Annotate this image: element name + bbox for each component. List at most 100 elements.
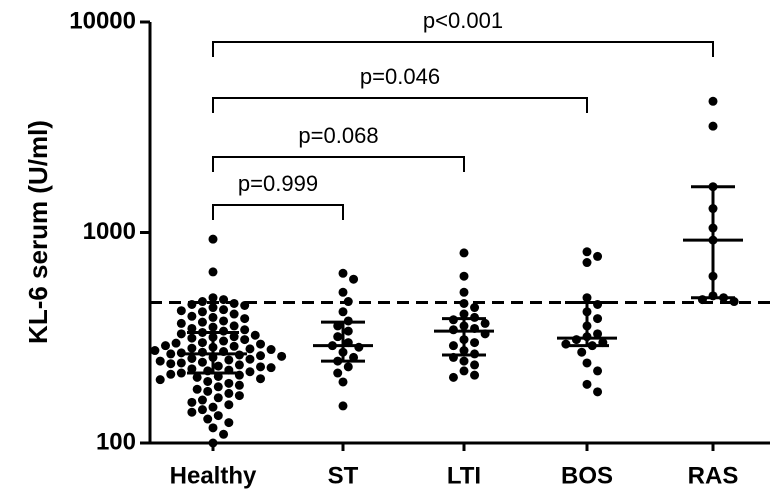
data-point (213, 361, 223, 371)
data-point (338, 401, 348, 411)
bracket (212, 97, 588, 113)
data-point (577, 347, 587, 357)
bracket (212, 204, 344, 220)
data-point (208, 438, 218, 448)
x-tick-label: LTI (447, 462, 481, 489)
data-point (176, 318, 186, 328)
data-point (192, 384, 202, 394)
data-point (166, 359, 176, 369)
data-point (593, 251, 603, 261)
data-point (234, 380, 244, 390)
data-point (219, 295, 229, 305)
data-point (224, 378, 234, 388)
data-point (224, 418, 234, 428)
data-point (470, 338, 480, 348)
data-point (208, 402, 218, 412)
data-point (240, 325, 250, 335)
data-point (582, 293, 592, 303)
data-point (245, 344, 255, 354)
data-point (155, 375, 165, 385)
data-point (187, 343, 197, 353)
data-point (582, 379, 592, 389)
data-point (277, 351, 287, 361)
data-point (349, 274, 359, 284)
data-point (459, 366, 469, 376)
data-point (192, 372, 202, 382)
data-point (582, 358, 592, 368)
data-point (229, 332, 239, 342)
data-point (155, 356, 165, 366)
y-tick-label: 10000 (69, 7, 136, 34)
data-point (459, 248, 469, 258)
data-point (593, 387, 603, 397)
data-point (582, 247, 592, 257)
data-point (208, 312, 218, 322)
data-point (187, 397, 197, 407)
data-point (459, 287, 469, 297)
data-point (197, 338, 207, 348)
data-point (171, 338, 181, 348)
data-point (448, 372, 458, 382)
bracket (212, 156, 465, 172)
data-point (187, 364, 197, 374)
data-point (203, 414, 213, 424)
data-point (459, 309, 469, 319)
data-point (208, 267, 218, 277)
p-value-label: p<0.001 (423, 8, 503, 33)
data-point (197, 405, 207, 415)
data-point (708, 121, 718, 131)
data-point (266, 363, 276, 373)
data-point (187, 311, 197, 321)
p-value-label: p=0.999 (238, 171, 318, 196)
data-point (224, 400, 234, 410)
data-point (219, 316, 229, 326)
data-point (197, 307, 207, 317)
data-point (561, 339, 571, 349)
data-point (240, 300, 250, 310)
data-point (224, 388, 234, 398)
data-point (197, 297, 207, 307)
data-point (197, 357, 207, 367)
data-point (234, 391, 244, 401)
data-point (208, 234, 218, 244)
data-point (187, 299, 197, 309)
data-point (343, 362, 353, 372)
data-point (593, 366, 603, 376)
data-point (160, 341, 170, 351)
data-point (208, 303, 218, 313)
data-point (333, 332, 343, 342)
data-point (166, 349, 176, 359)
data-point (245, 354, 255, 364)
y-tick-label: 100 (96, 428, 136, 455)
data-point (470, 303, 480, 313)
data-point (343, 326, 353, 336)
bracket (212, 41, 714, 57)
data-point (266, 345, 276, 355)
data-point (176, 329, 186, 339)
y-axis-label: KL-6 serum (U/ml) (23, 120, 53, 344)
data-point (208, 423, 218, 433)
data-point (224, 355, 234, 365)
p-value-label: p=0.068 (298, 123, 378, 148)
data-point (229, 309, 239, 319)
data-point (197, 317, 207, 327)
data-point (219, 305, 229, 315)
data-point (593, 329, 603, 339)
data-point (213, 411, 223, 421)
data-point (213, 393, 223, 403)
data-point (150, 346, 160, 356)
data-point (256, 362, 266, 372)
data-point (234, 360, 244, 370)
data-point (480, 318, 490, 328)
x-tick-label: ST (328, 462, 359, 489)
data-point (338, 287, 348, 297)
data-point (240, 314, 250, 324)
data-point (229, 298, 239, 308)
data-point (338, 377, 348, 387)
data-point (708, 96, 718, 106)
data-point (197, 395, 207, 405)
data-point (208, 293, 218, 303)
data-point (459, 298, 469, 308)
data-point (229, 341, 239, 351)
